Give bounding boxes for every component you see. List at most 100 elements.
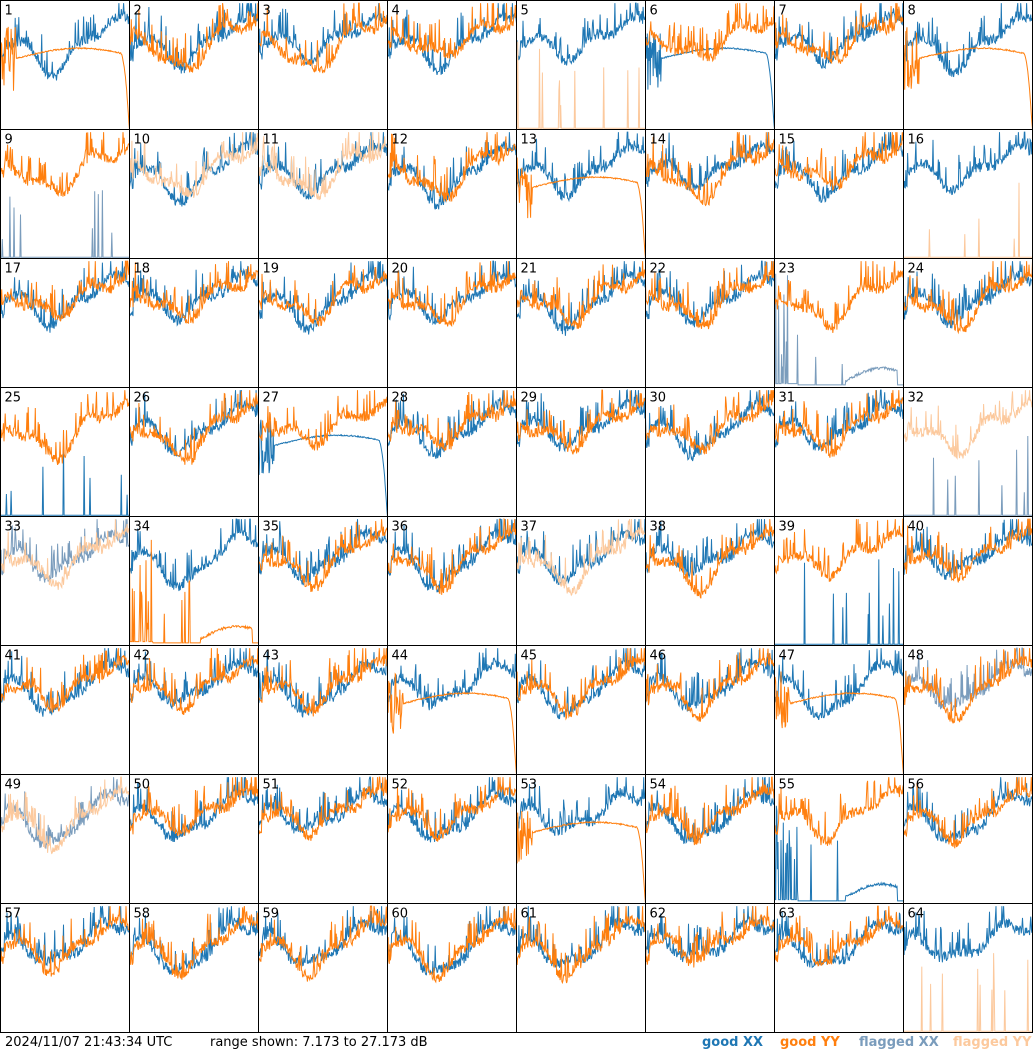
series-43-yy — [258, 648, 388, 717]
tile-label-61: 61 — [521, 907, 538, 922]
tile-label-41: 41 — [5, 649, 22, 664]
tile-label-24: 24 — [908, 262, 925, 277]
tile-3: 3 — [258, 0, 388, 130]
tile-6: 6 — [645, 0, 775, 130]
series-55-xx — [774, 805, 904, 902]
series-60-yy — [387, 906, 517, 984]
tile-label-27: 27 — [263, 391, 280, 406]
tile-61: 61 — [516, 903, 646, 1033]
series-19-yy — [258, 265, 388, 327]
tile-label-31: 31 — [779, 391, 796, 406]
series-32-xx — [903, 435, 1033, 516]
tile-60: 60 — [387, 903, 517, 1033]
series-50-xx — [129, 777, 259, 843]
tile-56: 56 — [903, 774, 1033, 904]
tile-label-53: 53 — [521, 778, 538, 793]
tile-59: 59 — [258, 903, 388, 1033]
tile-label-44: 44 — [392, 649, 409, 664]
tile-label-13: 13 — [521, 133, 538, 148]
timestamp: 2024/11/07 21:43:34 UTC — [5, 1035, 173, 1050]
tile-8: 8 — [903, 0, 1033, 130]
tile-frame-57 — [0, 903, 130, 1033]
tile-22: 22 — [645, 258, 775, 388]
series-6-yy — [645, 3, 775, 63]
tile-label-18: 18 — [134, 262, 151, 277]
tile-label-10: 10 — [134, 133, 151, 148]
tile-label-33: 33 — [5, 520, 22, 535]
series-22-xx — [645, 260, 775, 328]
series-61-yy — [516, 906, 646, 985]
tile-25: 25 — [0, 387, 130, 517]
tile-label-37: 37 — [521, 520, 538, 535]
tile-40: 40 — [903, 516, 1033, 646]
tile-frame-53 — [516, 774, 646, 904]
tile-45: 45 — [516, 645, 646, 775]
tile-label-25: 25 — [5, 391, 22, 406]
tile-label-21: 21 — [521, 262, 538, 277]
tile-frame-49 — [0, 774, 130, 904]
tile-label-42: 42 — [134, 649, 151, 664]
series-64-yy — [903, 953, 1033, 1032]
series-2-yy — [129, 3, 259, 73]
series-39-xx — [774, 559, 904, 645]
tile-frame-31 — [774, 387, 904, 517]
tile-label-4: 4 — [392, 4, 400, 19]
tile-label-16: 16 — [908, 133, 925, 148]
tile-label-17: 17 — [5, 262, 22, 277]
series-24-yy — [903, 261, 1033, 335]
tile-label-7: 7 — [779, 4, 787, 19]
series-42-yy — [129, 648, 259, 715]
series-40-yy — [903, 518, 1033, 583]
tile-label-15: 15 — [779, 133, 796, 148]
series-21-yy — [516, 261, 646, 329]
series-6-xx — [645, 31, 775, 130]
series-1-xx — [0, 3, 130, 81]
tile-16: 16 — [903, 129, 1033, 259]
series-17-yy — [0, 260, 130, 322]
tile-10: 10 — [129, 129, 259, 259]
tile-label-38: 38 — [650, 520, 667, 535]
tile-48: 48 — [903, 645, 1033, 775]
series-62-yy — [645, 906, 775, 968]
tile-label-2: 2 — [134, 4, 142, 19]
tile-53: 53 — [516, 774, 646, 904]
tile-label-29: 29 — [521, 391, 538, 406]
tile-label-23: 23 — [779, 262, 796, 277]
tile-label-50: 50 — [134, 778, 151, 793]
series-40-xx — [903, 519, 1033, 580]
series-33-yy — [0, 519, 130, 590]
tile-64: 64 — [903, 903, 1033, 1033]
tile-label-62: 62 — [650, 907, 667, 922]
tile-21: 21 — [516, 258, 646, 388]
series-11-xx — [258, 132, 388, 200]
tile-label-19: 19 — [263, 262, 280, 277]
tile-7: 7 — [774, 0, 904, 130]
tile-58: 58 — [129, 903, 259, 1033]
series-18-xx — [129, 261, 259, 327]
series-31-xx — [774, 389, 904, 452]
tile-label-1: 1 — [5, 4, 13, 19]
tile-label-36: 36 — [392, 520, 409, 535]
tile-label-30: 30 — [650, 391, 667, 406]
series-64-xx — [903, 906, 1033, 963]
series-32-yy — [903, 390, 1033, 460]
tile-frame-18 — [129, 258, 259, 388]
series-52-yy — [387, 777, 517, 842]
series-58-yy — [129, 906, 259, 980]
tile-label-14: 14 — [650, 133, 667, 148]
tile-label-55: 55 — [779, 778, 796, 793]
tile-1: 1 — [0, 0, 130, 130]
series-47-xx — [774, 648, 904, 720]
series-48-xx — [903, 647, 1033, 712]
tile-label-58: 58 — [134, 907, 151, 922]
series-7-xx — [774, 3, 904, 70]
tile-label-49: 49 — [5, 778, 22, 793]
series-27-yy — [258, 390, 388, 451]
series-1-yy — [0, 26, 130, 130]
series-2-xx — [129, 3, 259, 74]
tile-5: 5 — [516, 0, 646, 130]
tile-12: 12 — [387, 129, 517, 259]
series-54-yy — [645, 776, 775, 846]
tile-label-8: 8 — [908, 4, 916, 19]
